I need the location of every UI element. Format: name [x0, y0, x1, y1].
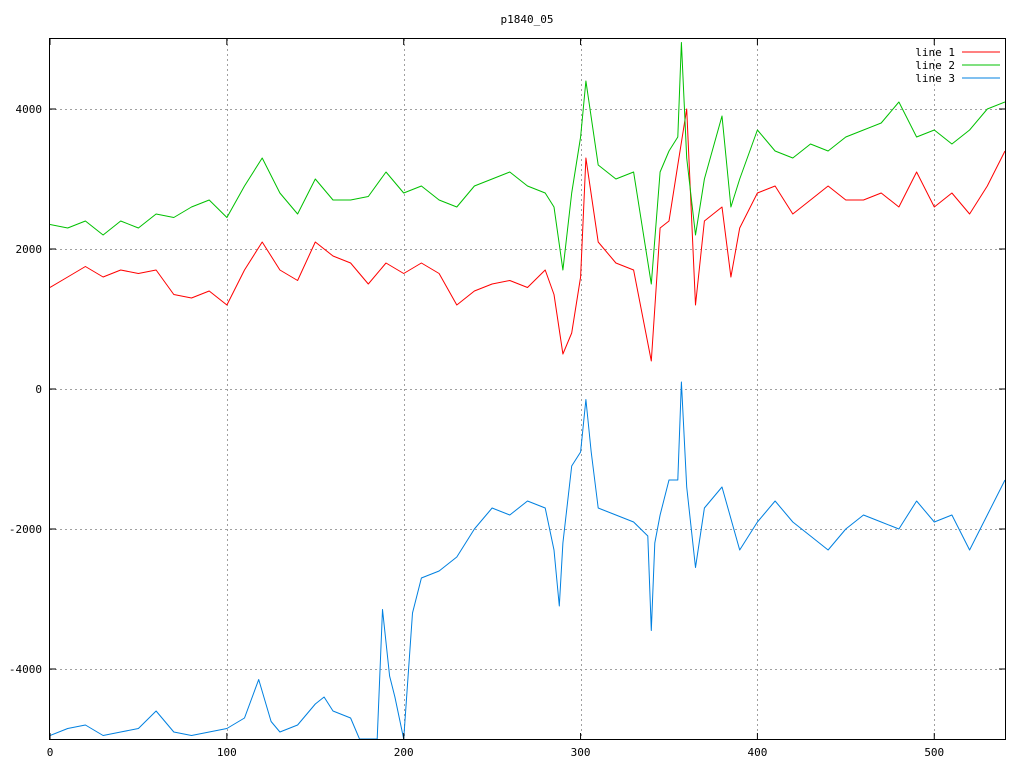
y-tick-label: -2000 [9, 523, 42, 536]
x-tick-label: 200 [394, 746, 414, 759]
x-tick-label: 400 [747, 746, 767, 759]
grid [50, 39, 1005, 739]
legend-label-2: line 2 [915, 59, 955, 72]
y-tick-label: -4000 [9, 663, 42, 676]
axis-ticks: 0 100 200 300 400 500 -4000 -2000 0 2000 4000 [9, 39, 1005, 759]
plot-frame [49, 38, 1006, 740]
legend-label-1: line 1 [915, 46, 955, 59]
series-lines [50, 42, 1005, 739]
x-tick-label: 100 [217, 746, 237, 759]
y-tick-label: 2000 [16, 243, 43, 256]
x-tick-label: 500 [924, 746, 944, 759]
legend-label-3: line 3 [915, 72, 955, 85]
x-tick-label: 0 [47, 746, 54, 759]
y-tick-label: 0 [35, 383, 42, 396]
x-tick-label: 300 [571, 746, 591, 759]
chart-title: p1840_05 [501, 13, 554, 26]
y-tick-label: 4000 [16, 103, 43, 116]
series-line-2 [50, 42, 1005, 285]
series-line-3 [50, 381, 1005, 739]
series-line-1 [50, 108, 1005, 362]
